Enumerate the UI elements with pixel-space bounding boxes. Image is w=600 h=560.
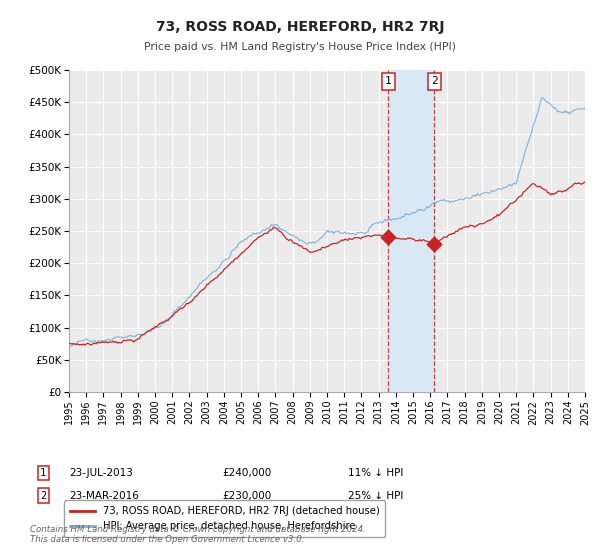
Text: £240,000: £240,000: [222, 468, 271, 478]
Point: [430, 240, 439, 249]
Text: 23-MAR-2016: 23-MAR-2016: [69, 491, 139, 501]
Text: 1: 1: [385, 77, 392, 86]
Text: 2: 2: [431, 77, 437, 86]
Point: [383, 233, 393, 242]
Text: 73, ROSS ROAD, HEREFORD, HR2 7RJ: 73, ROSS ROAD, HEREFORD, HR2 7RJ: [156, 20, 444, 34]
Text: Contains HM Land Registry data © Crown copyright and database right 2024.
This d: Contains HM Land Registry data © Crown c…: [30, 525, 366, 544]
Text: £230,000: £230,000: [222, 491, 271, 501]
Legend: 73, ROSS ROAD, HEREFORD, HR2 7RJ (detached house), HPI: Average price, detached : 73, ROSS ROAD, HEREFORD, HR2 7RJ (detach…: [64, 500, 385, 537]
Text: 11% ↓ HPI: 11% ↓ HPI: [348, 468, 403, 478]
Text: 1: 1: [40, 468, 46, 478]
Bar: [388, 70, 434, 392]
Text: 25% ↓ HPI: 25% ↓ HPI: [348, 491, 403, 501]
Text: 23-JUL-2013: 23-JUL-2013: [69, 468, 133, 478]
Text: Price paid vs. HM Land Registry's House Price Index (HPI): Price paid vs. HM Land Registry's House …: [144, 42, 456, 52]
Text: 2: 2: [40, 491, 46, 501]
